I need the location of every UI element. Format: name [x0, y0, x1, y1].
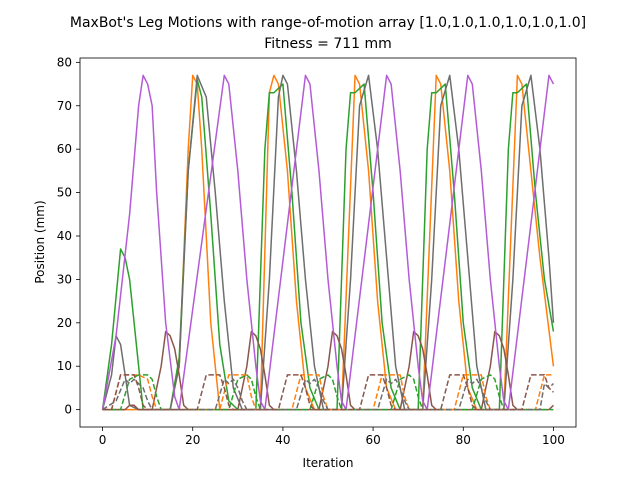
x-tick-label: 0	[99, 433, 107, 447]
axes: 0 20 40 60 80 100 0 10 20 30 40 50 60 70 80	[57, 55, 577, 447]
chart-title: MaxBot's Leg Motions with range-of-motio…	[70, 15, 586, 31]
series-line-7	[102, 374, 554, 411]
y-tick-label: 70	[57, 99, 72, 113]
y-tick-label: 20	[57, 316, 72, 330]
x-tick-label: 20	[185, 433, 200, 447]
plot-frame	[79, 57, 577, 428]
y-tick-label: 40	[57, 229, 72, 243]
x-tick-label: 40	[275, 433, 290, 447]
series-line-1	[102, 74, 555, 411]
series-line-4	[102, 330, 554, 411]
y-tick-label: 30	[57, 272, 72, 286]
chart-subtitle: Fitness = 711 mm	[264, 36, 392, 52]
y-tick-label: 60	[57, 142, 72, 156]
series-group	[101, 74, 555, 411]
x-tick-label: 80	[456, 433, 471, 447]
y-tick-label: 50	[57, 186, 72, 200]
x-tick-label: 100	[542, 433, 565, 447]
series-line-5	[101, 74, 555, 411]
plot-area	[101, 74, 555, 411]
x-axis-label: Iteration	[303, 456, 354, 470]
x-tick-label: 60	[365, 433, 380, 447]
y-tick-label: 0	[64, 403, 72, 417]
series-line-6	[102, 374, 554, 411]
y-tick-label: 10	[57, 359, 72, 373]
y-axis-label: Position (mm)	[33, 200, 47, 283]
series-line-8	[102, 378, 554, 411]
y-tick-label: 80	[57, 55, 72, 69]
series-line-9	[102, 374, 554, 411]
